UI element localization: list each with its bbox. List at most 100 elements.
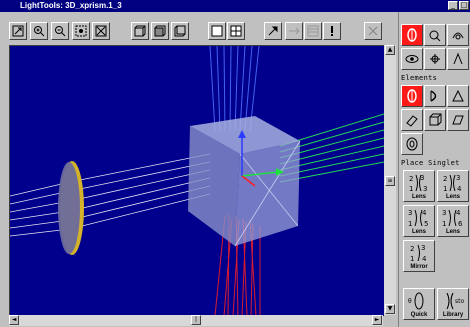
zoom-in-button[interactable] (30, 22, 48, 40)
scroll-up-arrow[interactable]: ▲ (385, 45, 395, 55)
quick-button[interactable]: θ Quick (403, 288, 435, 320)
scroll-left-arrow[interactable]: ◄ (9, 315, 19, 325)
zoom-window-button[interactable] (72, 22, 90, 40)
3d-viewport[interactable] (9, 45, 384, 316)
vertical-scrollbar[interactable]: ▲ ≡ ▼ (384, 45, 396, 315)
lens-23-icon: 2 31 3 (409, 174, 427, 193)
lens-icon (407, 28, 417, 42)
lens-tool-button[interactable] (401, 24, 423, 46)
element-plate-button[interactable] (401, 109, 423, 131)
place-lens-label-3: Lens (411, 229, 426, 235)
elements-label: Elements (401, 74, 438, 82)
lens-3456-icon: 3 4 1 6 (442, 209, 463, 228)
minimize-button[interactable]: _ (448, 1, 458, 10)
scroll-right-arrow[interactable]: ► (372, 315, 382, 325)
close-view-icon (368, 26, 378, 36)
place-lens-label-1: Lens (411, 194, 426, 200)
scroll-thumb-vertical[interactable]: ≡ (385, 176, 395, 186)
view-iso-button[interactable] (151, 22, 169, 40)
scroll-thumb-horizontal[interactable]: | (191, 315, 201, 325)
pointer-button[interactable] (264, 22, 282, 40)
place-lens-label-4: Lens (445, 229, 460, 235)
svg-text:1: 1 (443, 185, 447, 193)
maximize-button[interactable]: □ (459, 1, 469, 10)
quick-label: Quick (410, 312, 428, 318)
window-title: LightTools: 3D_xprism.1_3 (20, 1, 122, 10)
lens-345-icon: 3 4 1 5 (408, 209, 428, 228)
exclamation-button[interactable] (323, 22, 341, 40)
grid-button[interactable] (304, 22, 322, 40)
place-lens-button-3[interactable]: 3 4 1 5 Lens (403, 205, 435, 237)
element-cube-button[interactable] (424, 109, 446, 131)
element-lens-button[interactable] (401, 85, 423, 107)
eye-lens-tool-button[interactable] (424, 24, 446, 46)
quad-view-icon (230, 25, 242, 37)
view-eye-button[interactable] (401, 48, 423, 70)
element-aperture-button[interactable] (401, 133, 423, 155)
blue-rays (209, 46, 260, 132)
zoom-fit-button[interactable] (9, 22, 27, 40)
svg-text:1: 1 (408, 220, 412, 228)
aspheric-icon (452, 32, 464, 40)
lens-element[interactable] (58, 161, 84, 255)
source-tool-button[interactable] (424, 48, 446, 70)
library-icon: sto (446, 292, 464, 310)
zoom-extents-button[interactable] (92, 22, 110, 40)
svg-text:4: 4 (457, 185, 462, 193)
svg-text:2: 2 (410, 245, 414, 253)
receiver-tool-button[interactable] (447, 48, 469, 70)
prism-cube[interactable] (188, 116, 301, 247)
exclamation-icon (331, 26, 333, 36)
element-mirror-button[interactable] (424, 85, 446, 107)
svg-text:4: 4 (422, 209, 427, 217)
view-front-button[interactable] (131, 22, 149, 40)
svg-text:1: 1 (409, 185, 413, 193)
wedge-icon (452, 115, 464, 125)
element-prism-button[interactable] (447, 85, 469, 107)
lens-234-icon: 2 3 1 4 (443, 174, 462, 193)
ray-button[interactable] (285, 22, 303, 40)
coordinate-axes (238, 130, 284, 187)
view-side-icon (174, 25, 186, 37)
grid-icon (307, 25, 319, 37)
zoom-window-icon (75, 25, 87, 37)
view-toolbar (0, 12, 396, 44)
single-view-button[interactable] (208, 22, 226, 40)
svg-text:3: 3 (423, 185, 427, 193)
library-button[interactable]: sto Library (437, 288, 469, 320)
place-lens-button-2[interactable]: 2 3 1 4 Lens (437, 170, 469, 202)
white-rays (10, 153, 211, 237)
view-front-icon (134, 25, 146, 37)
svg-text:4: 4 (456, 209, 461, 217)
receiver-icon (453, 52, 463, 65)
view-side-button[interactable] (171, 22, 189, 40)
ray-icon (289, 27, 300, 35)
close-view-button[interactable] (364, 22, 382, 40)
mirror-singlet-icon: 2 31 4 (410, 244, 427, 263)
svg-text:2: 2 (443, 175, 447, 183)
prism-icon (452, 89, 464, 102)
svg-text:3: 3 (456, 174, 460, 182)
place-lens-label-2: Lens (445, 194, 460, 200)
svg-text:1: 1 (442, 220, 446, 228)
element-wedge-button[interactable] (447, 109, 469, 131)
place-lens-button-4[interactable]: 3 4 1 6 Lens (437, 205, 469, 237)
horizontal-scrollbar[interactable]: ◄ | ► (9, 315, 383, 326)
single-view-icon (211, 25, 223, 37)
svg-text:sto: sto (455, 298, 464, 305)
eye-icon (405, 55, 419, 63)
zoom-out-button[interactable] (51, 22, 69, 40)
quad-view-button[interactable] (227, 22, 245, 40)
svg-text:1: 1 (410, 255, 414, 263)
mirror-icon (430, 90, 437, 102)
scroll-down-arrow[interactable]: ▼ (385, 304, 395, 314)
svg-text:5: 5 (424, 220, 428, 228)
view-iso-icon (154, 25, 166, 37)
svg-text:3: 3 (421, 244, 425, 252)
svg-text:θ: θ (408, 298, 412, 305)
aspheric-tool-button[interactable] (447, 24, 469, 46)
